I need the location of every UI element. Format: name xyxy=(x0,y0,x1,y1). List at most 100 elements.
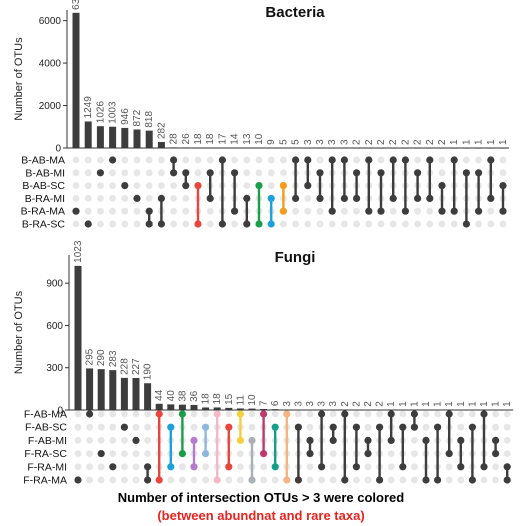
matrix-bg-dot xyxy=(260,476,267,484)
matrix-bg-dot xyxy=(475,156,482,164)
bar-value-label: 1 xyxy=(409,401,420,407)
matrix-dot xyxy=(178,450,186,458)
matrix-bg-dot xyxy=(86,450,93,457)
bar-value-label: 2 xyxy=(363,401,374,407)
matrix-bg-dot xyxy=(237,476,244,484)
matrix-bg-dot xyxy=(231,156,239,164)
bar-value-label: 2 xyxy=(437,139,448,145)
matrix-bg-dot xyxy=(86,463,93,471)
matrix-bg-dot xyxy=(426,207,434,215)
matrix-bg-dot xyxy=(109,450,117,457)
matrix-dot xyxy=(376,423,384,431)
matrix-bg-dot xyxy=(194,169,202,177)
matrix-dot xyxy=(399,423,407,431)
bar-value-label: 946 xyxy=(120,108,131,125)
y-tick-label: 0 xyxy=(57,406,63,417)
matrix-bg-dot xyxy=(170,182,178,190)
matrix-bg-dot xyxy=(377,220,385,228)
matrix-dot xyxy=(155,476,163,484)
matrix-dot xyxy=(475,169,483,177)
bar xyxy=(84,121,92,148)
matrix-bg-dot xyxy=(97,207,104,215)
bar xyxy=(248,408,256,410)
matrix-dot xyxy=(206,194,214,202)
matrix-bg-dot xyxy=(132,476,140,484)
matrix-bg-dot xyxy=(475,220,482,228)
bar-value-label: 18 xyxy=(193,133,204,145)
matrix-bg-dot xyxy=(457,476,465,484)
bar-value-label: 1 xyxy=(398,401,409,407)
matrix-bg-dot xyxy=(74,463,82,471)
bar-value-label: 1 xyxy=(444,401,455,407)
matrix-dot xyxy=(492,436,500,444)
matrix-bg-dot xyxy=(377,156,385,164)
matrix-bg-dot xyxy=(84,195,92,202)
matrix-bg-dot xyxy=(492,410,499,418)
matrix-bg-dot xyxy=(480,476,488,484)
bar-value-label: 3 xyxy=(303,139,314,145)
matrix-dot xyxy=(267,194,275,202)
matrix-bg-dot xyxy=(109,423,117,431)
matrix-bg-dot xyxy=(133,207,141,215)
matrix-dot xyxy=(243,194,251,202)
matrix-dot xyxy=(155,410,163,418)
matrix-bg-dot xyxy=(306,410,314,418)
matrix-dot xyxy=(260,410,268,418)
matrix-dot xyxy=(329,423,337,431)
matrix-bg-dot xyxy=(248,423,256,431)
bar-value-label: 2 xyxy=(400,139,411,145)
matrix-bg-dot xyxy=(109,169,116,177)
matrix-bg-dot xyxy=(121,437,128,444)
matrix-bg-dot xyxy=(97,423,105,431)
matrix-bg-dot xyxy=(72,182,80,190)
matrix-bg-dot xyxy=(109,182,116,190)
matrix-bg-dot xyxy=(97,410,105,418)
matrix-bg-dot xyxy=(243,156,251,164)
matrix-bg-dot xyxy=(389,220,397,228)
matrix-bg-dot xyxy=(399,476,407,484)
matrix-bg-dot xyxy=(387,450,395,457)
matrix-bg-dot xyxy=(158,156,165,164)
matrix-bg-dot xyxy=(328,220,336,228)
bar-value-label: 1 xyxy=(449,139,460,145)
bar-value-label: 1 xyxy=(479,401,490,407)
matrix-dot xyxy=(255,182,263,190)
matrix-bg-dot xyxy=(353,220,360,228)
matrix-dot xyxy=(86,410,94,418)
matrix-dot xyxy=(170,156,178,164)
bar-value-label: 2 xyxy=(340,401,351,407)
matrix-dot xyxy=(283,410,291,418)
bar-value-label: 872 xyxy=(132,109,143,126)
matrix-dot xyxy=(145,220,153,228)
bar xyxy=(202,407,210,410)
bar-value-label: 1 xyxy=(491,401,502,407)
matrix-dot xyxy=(364,436,372,444)
matrix-bg-dot xyxy=(243,169,251,177)
matrix-bg-dot xyxy=(170,207,178,215)
matrix-bg-dot xyxy=(499,156,507,164)
matrix-dot xyxy=(236,436,244,444)
matrix-dot xyxy=(318,463,326,471)
bar xyxy=(74,265,82,410)
matrix-bg-dot xyxy=(329,463,337,471)
matrix-bg-dot xyxy=(182,207,190,215)
bar xyxy=(120,377,128,410)
set-label: B-RA-MA xyxy=(21,206,65,218)
matrix-bg-dot xyxy=(194,156,202,164)
matrix-bg-dot xyxy=(133,220,141,228)
matrix-dot xyxy=(72,207,80,215)
bar-value-label: 283 xyxy=(108,350,119,367)
matrix-bg-dot xyxy=(329,476,337,484)
matrix-dot xyxy=(410,423,418,431)
matrix-bg-dot xyxy=(353,207,360,215)
matrix-bg-dot xyxy=(182,195,190,202)
matrix-bg-dot xyxy=(121,220,129,228)
caption-line-1: Number of intersection OTUs > 3 were col… xyxy=(117,490,405,505)
matrix-bg-dot xyxy=(426,220,434,228)
matrix-bg-dot xyxy=(387,476,395,484)
matrix-dot xyxy=(271,423,279,431)
y-axis-title: Number of OTUs xyxy=(13,37,25,121)
matrix-dot xyxy=(109,463,117,471)
matrix-bg-dot xyxy=(170,195,178,202)
